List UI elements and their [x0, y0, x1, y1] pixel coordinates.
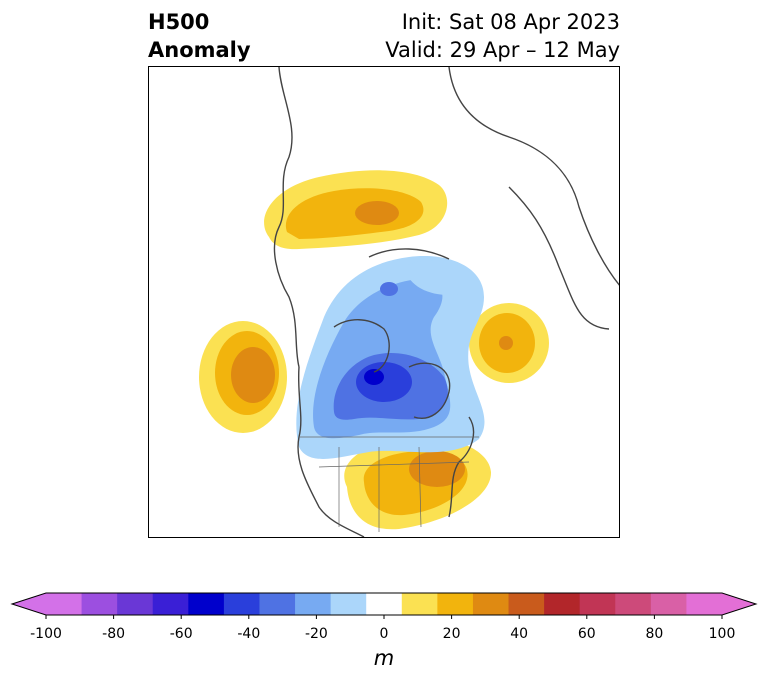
valid-range: Valid: 29 Apr – 12 May [385, 38, 620, 62]
colorbar-bin [508, 593, 545, 615]
colorbar-extend-low [12, 593, 46, 615]
colorbar-tick-label: 100 [708, 626, 736, 642]
anomaly-positive-southeast-us [344, 436, 492, 530]
colorbar-bin [472, 593, 510, 615]
colorbar-tick-label: 60 [577, 626, 596, 642]
title-left: H500 Anomaly [148, 8, 251, 64]
colorbar-bin [650, 593, 687, 615]
colorbar-bin [81, 593, 118, 615]
colorbar-svg [10, 592, 758, 619]
colorbar-bin [223, 593, 260, 615]
coastlines [273, 67, 619, 537]
colorbar-bin [579, 593, 616, 615]
colorbar-tick-label: 40 [510, 626, 529, 642]
colorbar-bin [152, 593, 189, 615]
colorbar-bin [437, 593, 474, 615]
colorbar-bin [330, 593, 367, 615]
colorbar-bin [46, 593, 83, 615]
colorbar-bin [295, 593, 332, 615]
colorbar-tick-label: -40 [237, 626, 261, 642]
colorbar-unit-label: m [373, 646, 395, 670]
colorbar-tick-label: -80 [102, 626, 126, 642]
colorbar [0, 586, 768, 626]
colorbar-bin [188, 593, 225, 615]
colorbar-bin [401, 593, 438, 615]
map-svg [199, 67, 619, 537]
colorbar-bin [117, 593, 154, 615]
colorbar-tick-label: -60 [169, 626, 193, 642]
anomaly-map [148, 66, 620, 538]
colorbar-tick-label: -100 [30, 626, 62, 642]
init-date: Init: Sat 08 Apr 2023 [401, 10, 620, 34]
colorbar-bin [686, 593, 723, 615]
colorbar-tick-label: 80 [645, 626, 664, 642]
colorbar-bin [366, 593, 403, 615]
colorbar-extend-high [722, 593, 756, 615]
colorbar-tick-label: 0 [379, 626, 389, 642]
anomaly-negative-canada [296, 256, 485, 459]
anomaly-positive-atlantic [469, 303, 549, 383]
title-variable: H500 [148, 10, 210, 34]
colorbar-bin [544, 593, 581, 615]
anomaly-positive-pacific [199, 321, 287, 433]
colorbar-bin [615, 593, 652, 615]
title-field: Anomaly [148, 38, 251, 62]
colorbar-bin [259, 593, 296, 615]
anomaly-positive-siberia [264, 170, 448, 250]
colorbar-tick-label: 20 [442, 626, 461, 642]
title-right: Init: Sat 08 Apr 2023 Valid: 29 Apr – 12… [385, 8, 620, 64]
colorbar-tick-label: -20 [304, 626, 328, 642]
